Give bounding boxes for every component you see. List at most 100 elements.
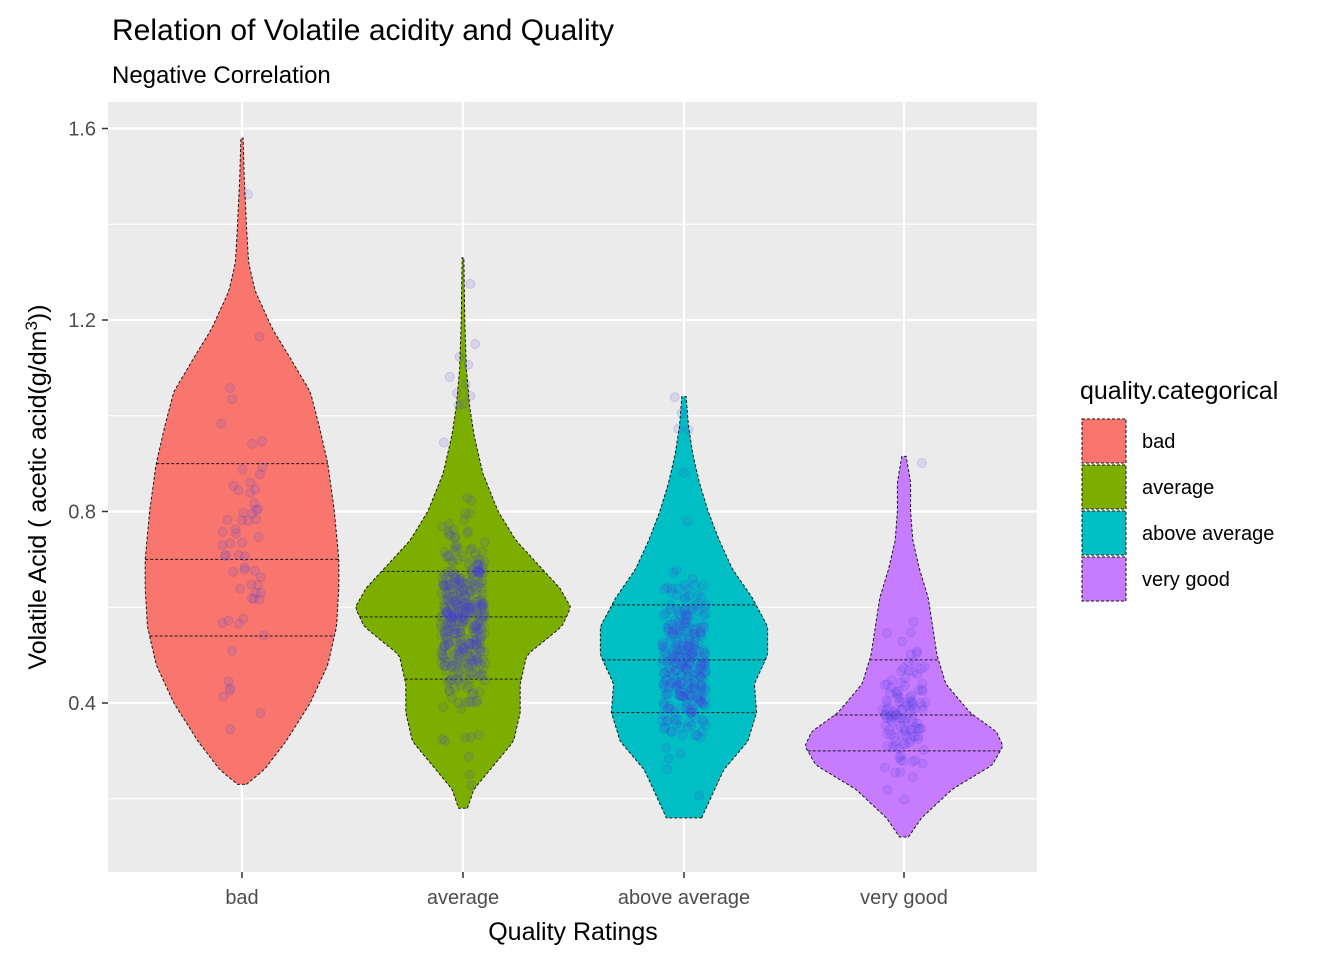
jitter-point bbox=[696, 622, 707, 633]
legend-swatch bbox=[1081, 418, 1127, 464]
jitter-point bbox=[458, 597, 469, 608]
jitter-point bbox=[460, 379, 471, 390]
jitter-point bbox=[254, 594, 265, 605]
jitter-point bbox=[443, 595, 454, 606]
violin-shape bbox=[355, 257, 571, 809]
jitter-point bbox=[441, 632, 452, 643]
jitter-point bbox=[666, 583, 677, 594]
jitter-point bbox=[907, 698, 918, 709]
jitter-point bbox=[449, 576, 460, 587]
jitter-point bbox=[464, 651, 475, 662]
jitter-point bbox=[699, 622, 710, 633]
jitter-point bbox=[683, 688, 694, 699]
jitter-point bbox=[463, 580, 474, 590]
jitter-point bbox=[477, 589, 488, 600]
jitter-point bbox=[455, 593, 466, 604]
jitter-point bbox=[451, 595, 462, 606]
jitter-point bbox=[250, 587, 261, 598]
jitter-point bbox=[689, 600, 699, 611]
jitter-point bbox=[455, 680, 466, 691]
jitter-point bbox=[235, 583, 246, 594]
jitter-point bbox=[684, 657, 695, 668]
jitter-point bbox=[658, 709, 669, 720]
jitter-point bbox=[669, 657, 680, 668]
jitter-point bbox=[682, 682, 693, 692]
jitter-point bbox=[696, 663, 707, 674]
jitter-point bbox=[686, 704, 697, 715]
jitter-point bbox=[471, 633, 482, 644]
jitter-point bbox=[475, 597, 486, 608]
jitter-point bbox=[686, 684, 697, 695]
jitter-point bbox=[442, 606, 453, 617]
jitter-point bbox=[896, 750, 906, 761]
jitter-point bbox=[441, 551, 452, 562]
jitter-point bbox=[672, 628, 683, 639]
jitter-point bbox=[477, 615, 488, 626]
jitter-point bbox=[461, 617, 472, 628]
jitter-point bbox=[700, 720, 711, 731]
jitter-point bbox=[466, 602, 477, 613]
jitter-point bbox=[475, 631, 486, 642]
jitter-point bbox=[255, 469, 265, 480]
jitter-point bbox=[895, 720, 906, 731]
jitter-point bbox=[449, 611, 460, 622]
jitter-point bbox=[882, 740, 893, 751]
jitter-point bbox=[464, 602, 474, 613]
jitter-point bbox=[673, 616, 684, 627]
jitter-point bbox=[453, 697, 464, 708]
jitter-point bbox=[247, 438, 257, 449]
jitter-point bbox=[666, 678, 676, 688]
jitter-point bbox=[694, 646, 705, 657]
jitter-point bbox=[441, 589, 452, 600]
jitter-point bbox=[461, 608, 472, 619]
jitter-point bbox=[885, 729, 896, 740]
jitter-point bbox=[663, 703, 673, 714]
jitter-point bbox=[473, 565, 483, 576]
jitter-point bbox=[679, 617, 690, 628]
jitter-point bbox=[478, 612, 489, 623]
jitter-point bbox=[675, 677, 686, 688]
jitter-point bbox=[695, 628, 706, 639]
jitter-point bbox=[466, 604, 477, 614]
jitter-point bbox=[900, 739, 911, 749]
jitter-point bbox=[472, 695, 483, 706]
jitter-point bbox=[472, 566, 483, 577]
jitter-point bbox=[442, 580, 453, 591]
jitter-point bbox=[437, 521, 448, 532]
jitter-point bbox=[670, 665, 681, 676]
jitter-point bbox=[444, 518, 454, 529]
jitter-point bbox=[913, 734, 924, 745]
jitter-point bbox=[463, 602, 474, 613]
jitter-point bbox=[451, 624, 462, 635]
jitter-point bbox=[220, 551, 231, 562]
jitter-point bbox=[456, 581, 467, 592]
jitter-point bbox=[689, 628, 700, 639]
jitter-point bbox=[477, 598, 488, 609]
jitter-point bbox=[453, 674, 464, 684]
jitter-point bbox=[689, 637, 700, 648]
jitter-point bbox=[466, 575, 477, 586]
jitter-point bbox=[442, 677, 453, 688]
jitter-point bbox=[470, 611, 481, 622]
jitter-point bbox=[465, 586, 476, 597]
jitter-point bbox=[456, 620, 467, 631]
jitter-point bbox=[237, 464, 248, 475]
jitter-point bbox=[473, 558, 484, 569]
jitter-point bbox=[468, 688, 479, 699]
jitter-point bbox=[678, 640, 689, 651]
jitter-point bbox=[450, 596, 461, 607]
jitter-point bbox=[440, 625, 451, 636]
jitter-point bbox=[450, 591, 461, 602]
jitter-point bbox=[662, 688, 673, 699]
jitter-point bbox=[255, 572, 266, 583]
jitter-point bbox=[900, 726, 911, 737]
jitter-point bbox=[462, 492, 473, 503]
jitter-point bbox=[471, 635, 482, 646]
jitter-point bbox=[681, 663, 692, 674]
jitter-point bbox=[458, 633, 469, 644]
jitter-point bbox=[907, 696, 917, 707]
jitter-point bbox=[454, 611, 465, 622]
legend-item-average: average bbox=[1081, 464, 1214, 510]
jitter-point bbox=[444, 580, 455, 591]
jitter-point bbox=[673, 651, 683, 662]
